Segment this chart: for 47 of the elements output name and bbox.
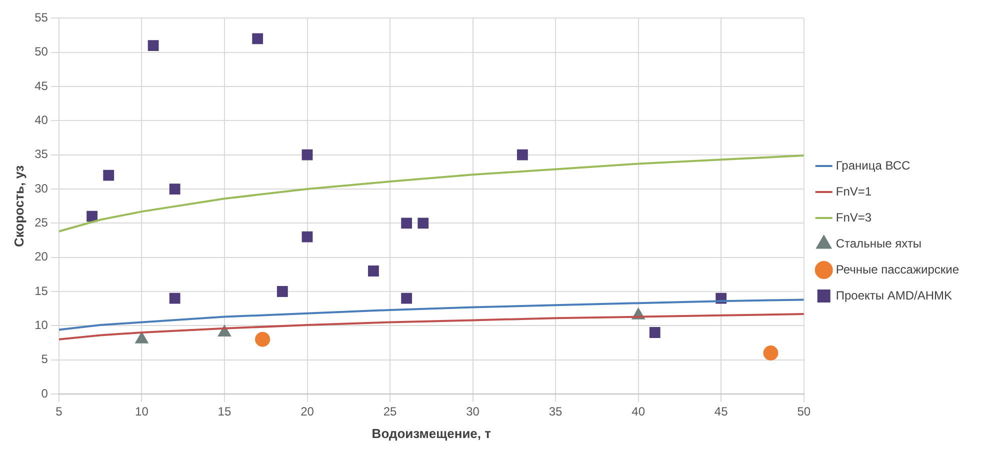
y-tick-label: 40 (34, 113, 48, 128)
point (169, 184, 180, 194)
x-tick-label: 45 (714, 404, 728, 419)
point (302, 149, 313, 160)
legend-label: FnV=3 (836, 210, 872, 224)
x-tick-label: 10 (135, 404, 149, 419)
x-axis-title: Водоизмещение, т (372, 426, 492, 441)
legend-label: FnV=1 (836, 184, 872, 198)
point (418, 218, 429, 229)
point (86, 210, 98, 222)
x-tick-label: 5 (56, 404, 63, 419)
point (169, 292, 180, 304)
point (148, 40, 159, 51)
point (401, 218, 412, 229)
y-tick-label: 55 (34, 10, 48, 25)
y-tick-label: 20 (34, 250, 48, 264)
point (103, 170, 114, 181)
y-tick-label: 35 (34, 147, 48, 162)
point (276, 286, 288, 297)
x-tick-label: 25 (383, 404, 398, 419)
y-tick-label: 30 (34, 181, 48, 196)
x-tick-label: 35 (548, 404, 563, 419)
point (368, 266, 379, 276)
y-tick-label: 0 (41, 386, 48, 400)
y-tick-label: 50 (34, 44, 48, 59)
point (401, 292, 412, 304)
y-tick-label: 45 (34, 78, 48, 93)
legend-label: Стальные яхты (836, 236, 922, 250)
y-axis-title: Скорость, уз (11, 164, 26, 247)
x-tick-label: 15 (218, 404, 232, 419)
y-tick-label: 5 (41, 352, 48, 366)
point (255, 332, 270, 347)
point (252, 33, 264, 44)
point (763, 346, 778, 361)
x-tick-label: 40 (632, 404, 646, 419)
x-tick-label: 30 (466, 404, 480, 419)
point (517, 149, 528, 160)
point (302, 231, 313, 242)
x-tick-label: 50 (797, 404, 811, 419)
legend-label: Проекты AMD/AHMK (836, 288, 952, 302)
point (649, 327, 660, 338)
y-tick-label: 10 (34, 318, 48, 332)
y-tick-label: 15 (34, 284, 48, 298)
y-tick-label: 25 (34, 215, 48, 230)
legend-label: Речные пассажирские (836, 262, 960, 276)
x-tick-label: 20 (300, 404, 314, 419)
legend-label: Граница ВСС (836, 158, 911, 172)
